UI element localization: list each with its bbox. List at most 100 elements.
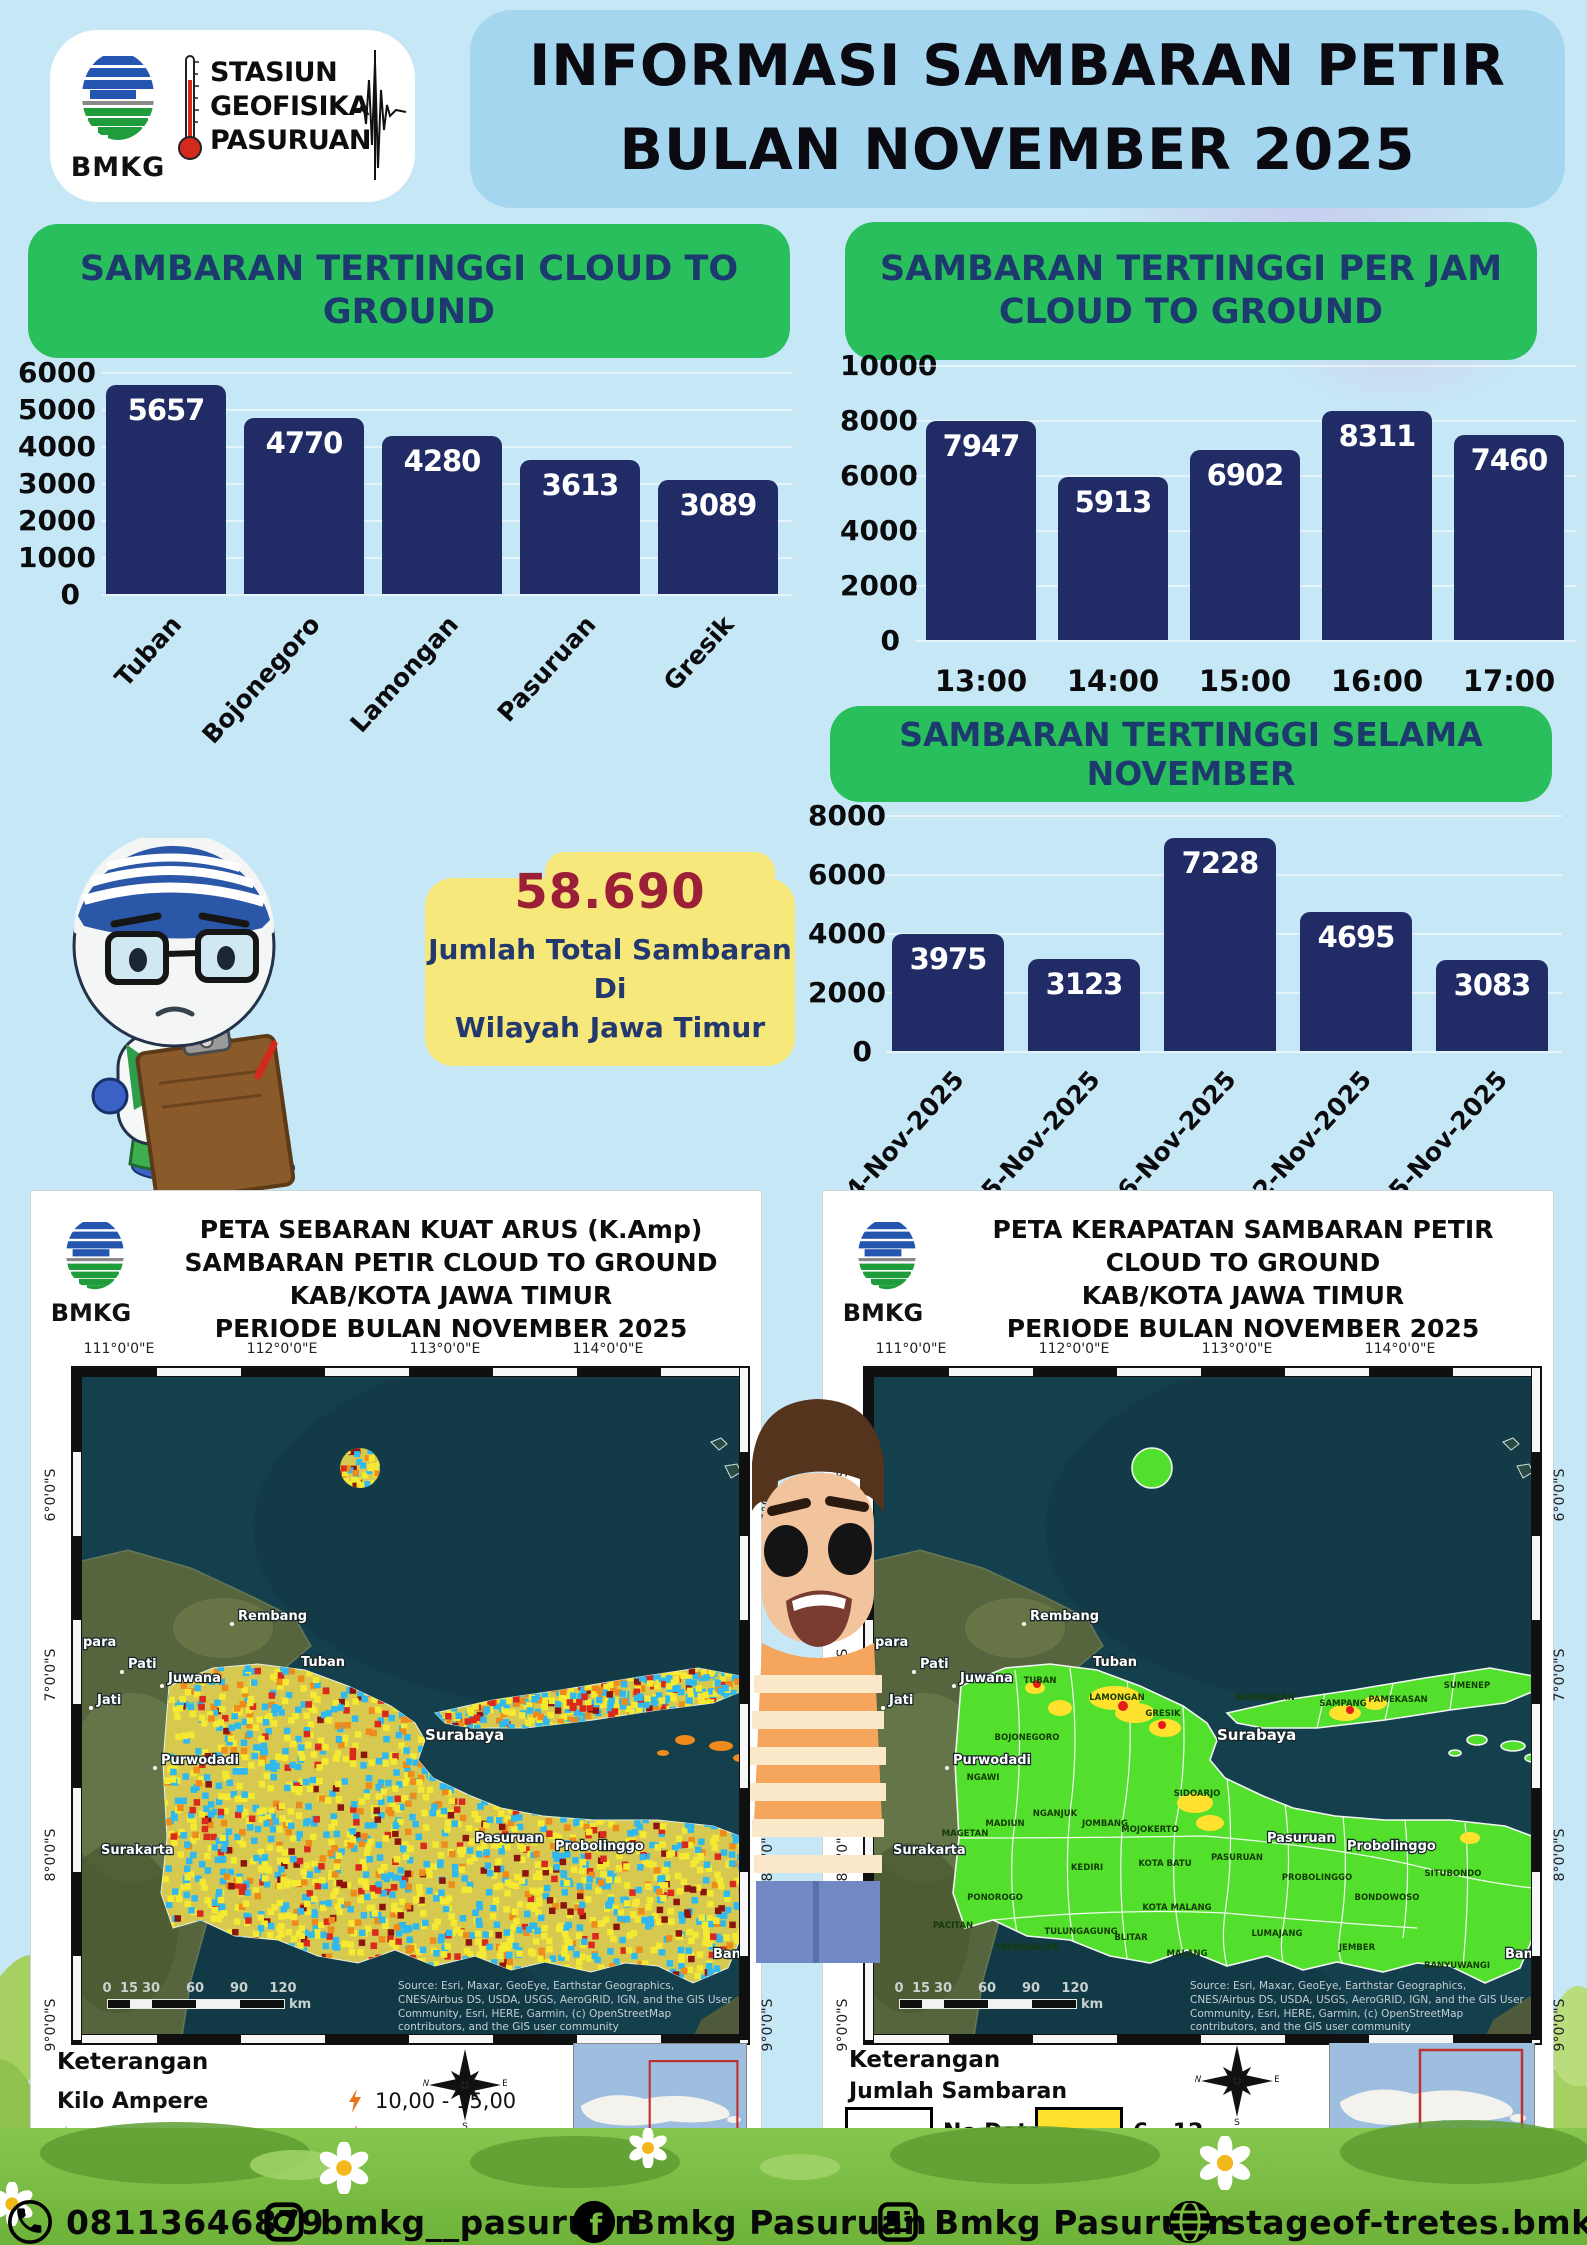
bar-value-label: 3089 [679, 488, 758, 522]
category-label: 5-Nov-2025 [975, 1065, 1106, 1205]
scale-number: 30 [933, 1981, 953, 1996]
total-strikes-badge: 58.690 Jumlah Total Sambaran Di Wilayah … [425, 852, 795, 1066]
category-label: Lamongan [344, 610, 464, 739]
map-kuat-arus: para Pati Juwana Jati Rembang Purwodadi Suraka… [71, 1366, 750, 2045]
svg-text:SIDOARJO: SIDOARJO [1174, 1789, 1221, 1799]
bar-value-label: 3975 [909, 942, 988, 976]
scale-segment [1032, 2000, 1076, 2008]
footer-item-facebook[interactable]: f Bmkg Pasuruan [572, 2200, 927, 2244]
lon-label: 112°0'0"E [1038, 1341, 1110, 1357]
legend-item: 10,00 - 15,00 [347, 2083, 627, 2119]
svg-text:Probolinggo: Probolinggo [555, 1839, 644, 1854]
svg-text:MALANG: MALANG [1166, 1949, 1207, 1959]
y-tick-label: 6000 [808, 858, 886, 891]
scale-unit: km [1081, 1997, 1104, 2012]
scale-segment [196, 2000, 240, 2008]
svg-text:Juwana: Juwana [167, 1671, 221, 1686]
lon-label: 111°0'0"E [83, 1341, 155, 1357]
category-label: 16:00 [1330, 664, 1424, 698]
svg-text:SITUBONDO: SITUBONDO [1424, 1869, 1481, 1879]
category-label: Pasuruan [491, 610, 602, 728]
gridline [886, 815, 1562, 817]
map-card-kerapatan: BMKG PETA KERAPATAN SAMBARAN PETIR CLOUD… [822, 1190, 1568, 2243]
scale-segment [108, 2000, 130, 2008]
svg-text:Pati: Pati [128, 1657, 157, 1672]
svg-text:E: E [502, 2079, 507, 2089]
footer-contacts: 08113646879 bmkg__pasuruan f Bmkg Pasuruan B… [0, 2200, 1587, 2245]
scale-segment [130, 2000, 152, 2008]
svg-text:Tuban: Tuban [301, 1655, 345, 1670]
category-label: 6-Nov-2025 [1111, 1065, 1242, 1205]
scale-number: 60 [185, 1981, 205, 1996]
scale-segment [922, 2000, 944, 2008]
lon-label: 111°0'0"E [875, 1341, 947, 1357]
svg-text:SUMENEP: SUMENEP [1444, 1681, 1490, 1691]
y-tick-label: 0 [880, 624, 900, 657]
svg-text:PACITAN: PACITAN [933, 1921, 973, 1931]
scale-number: 15 [119, 1981, 139, 1996]
svg-text:Probolinggo: Probolinggo [1347, 1839, 1436, 1854]
chart3-title: SAMBARAN TERTINGGI SELAMA NOVEMBER [830, 706, 1552, 802]
footer-item-phone[interactable]: 08113646879 [8, 2200, 324, 2244]
scale-number: 0 [894, 1981, 904, 1996]
scale-segments [899, 1999, 1077, 2009]
facebook-icon: f [572, 2200, 616, 2244]
lon-label: 112°0'0"E [246, 1341, 318, 1357]
bar: 3089 [658, 480, 778, 594]
scale-segment [900, 2000, 922, 2008]
lon-label: 113°0'0"E [409, 1341, 481, 1357]
svg-text:BANYUWANGI: BANYUWANGI [1424, 1961, 1490, 1971]
bar: 3975 [892, 934, 1004, 1051]
bar: 4770 [244, 418, 364, 594]
daisy-flower [319, 2142, 369, 2194]
category-label: 13:00 [934, 664, 1028, 698]
svg-text:para: para [875, 1635, 908, 1650]
bar: 3613 [520, 460, 640, 594]
scale-number: 90 [229, 1981, 249, 1996]
map-kerapatan: TUBAN BOJONEGORO LAMONGAN GRESIK NGAWI MAGETA… [863, 1366, 1542, 2045]
category-label: 15:00 [1198, 664, 1292, 698]
lat-label: 9°0'0"S [760, 1998, 776, 2052]
scale-segments [107, 1999, 285, 2009]
y-tick-label: 0 [60, 578, 80, 611]
svg-text:Pati: Pati [920, 1657, 949, 1672]
svg-text:Jati: Jati [96, 1693, 121, 1708]
svg-text:Purwodadi: Purwodadi [161, 1753, 239, 1768]
scale-number: 30 [141, 1981, 161, 1996]
bar-value-label: 7460 [1470, 443, 1549, 477]
y-tick-label: 2000 [840, 569, 918, 602]
category-label: Tuban [109, 610, 188, 693]
svg-text:KOTA BATU: KOTA BATU [1138, 1859, 1191, 1869]
chart2-title: SAMBARAN TERTINGGI PER JAM CLOUD TO GROU… [845, 222, 1537, 360]
y-tick-label: 8000 [808, 799, 886, 832]
category-label: Bojonegoro [196, 610, 326, 750]
bar: 7460 [1454, 435, 1564, 640]
svg-text:TULUNGAGUNG: TULUNGAGUNG [1044, 1927, 1117, 1937]
footer-item-label: 08113646879 [66, 2202, 325, 2242]
svg-text:N: N [462, 2039, 469, 2048]
svg-text:Pasuruan: Pasuruan [475, 1831, 544, 1846]
bar-value-label: 5657 [127, 393, 206, 427]
svg-text:GRESIK: GRESIK [1145, 1709, 1181, 1719]
gridline [916, 640, 1576, 642]
gridline [886, 1051, 1562, 1053]
bar: 8311 [1322, 411, 1432, 640]
svg-text:Surakarta: Surakarta [893, 1843, 966, 1858]
footer-item-globe[interactable]: stageof-tretes.bmkg.go.id [1168, 2200, 1587, 2244]
lat-label: 9°0'0"S [835, 1998, 851, 2052]
map-scale-bar: 0 15 30 60 90 120 km [894, 1981, 1129, 2012]
category-label: 4-Nov-2025 [839, 1065, 970, 1205]
category-label: Gresik [657, 610, 740, 697]
scale-number: 60 [977, 1981, 997, 1996]
bar: 4280 [382, 436, 502, 594]
lon-label: 114°0'0"E [572, 1341, 644, 1357]
svg-text:LUMAJANG: LUMAJANG [1252, 1929, 1303, 1939]
svg-text:E: E [1274, 2075, 1279, 2085]
station-name: STASIUN GEOFISIKA PASURUAN [210, 57, 371, 156]
svg-text:para: para [83, 1635, 116, 1650]
bar-value-label: 7228 [1181, 846, 1260, 880]
svg-text:BOJONEGORO: BOJONEGORO [995, 1733, 1060, 1743]
lon-label: 113°0'0"E [1201, 1341, 1273, 1357]
